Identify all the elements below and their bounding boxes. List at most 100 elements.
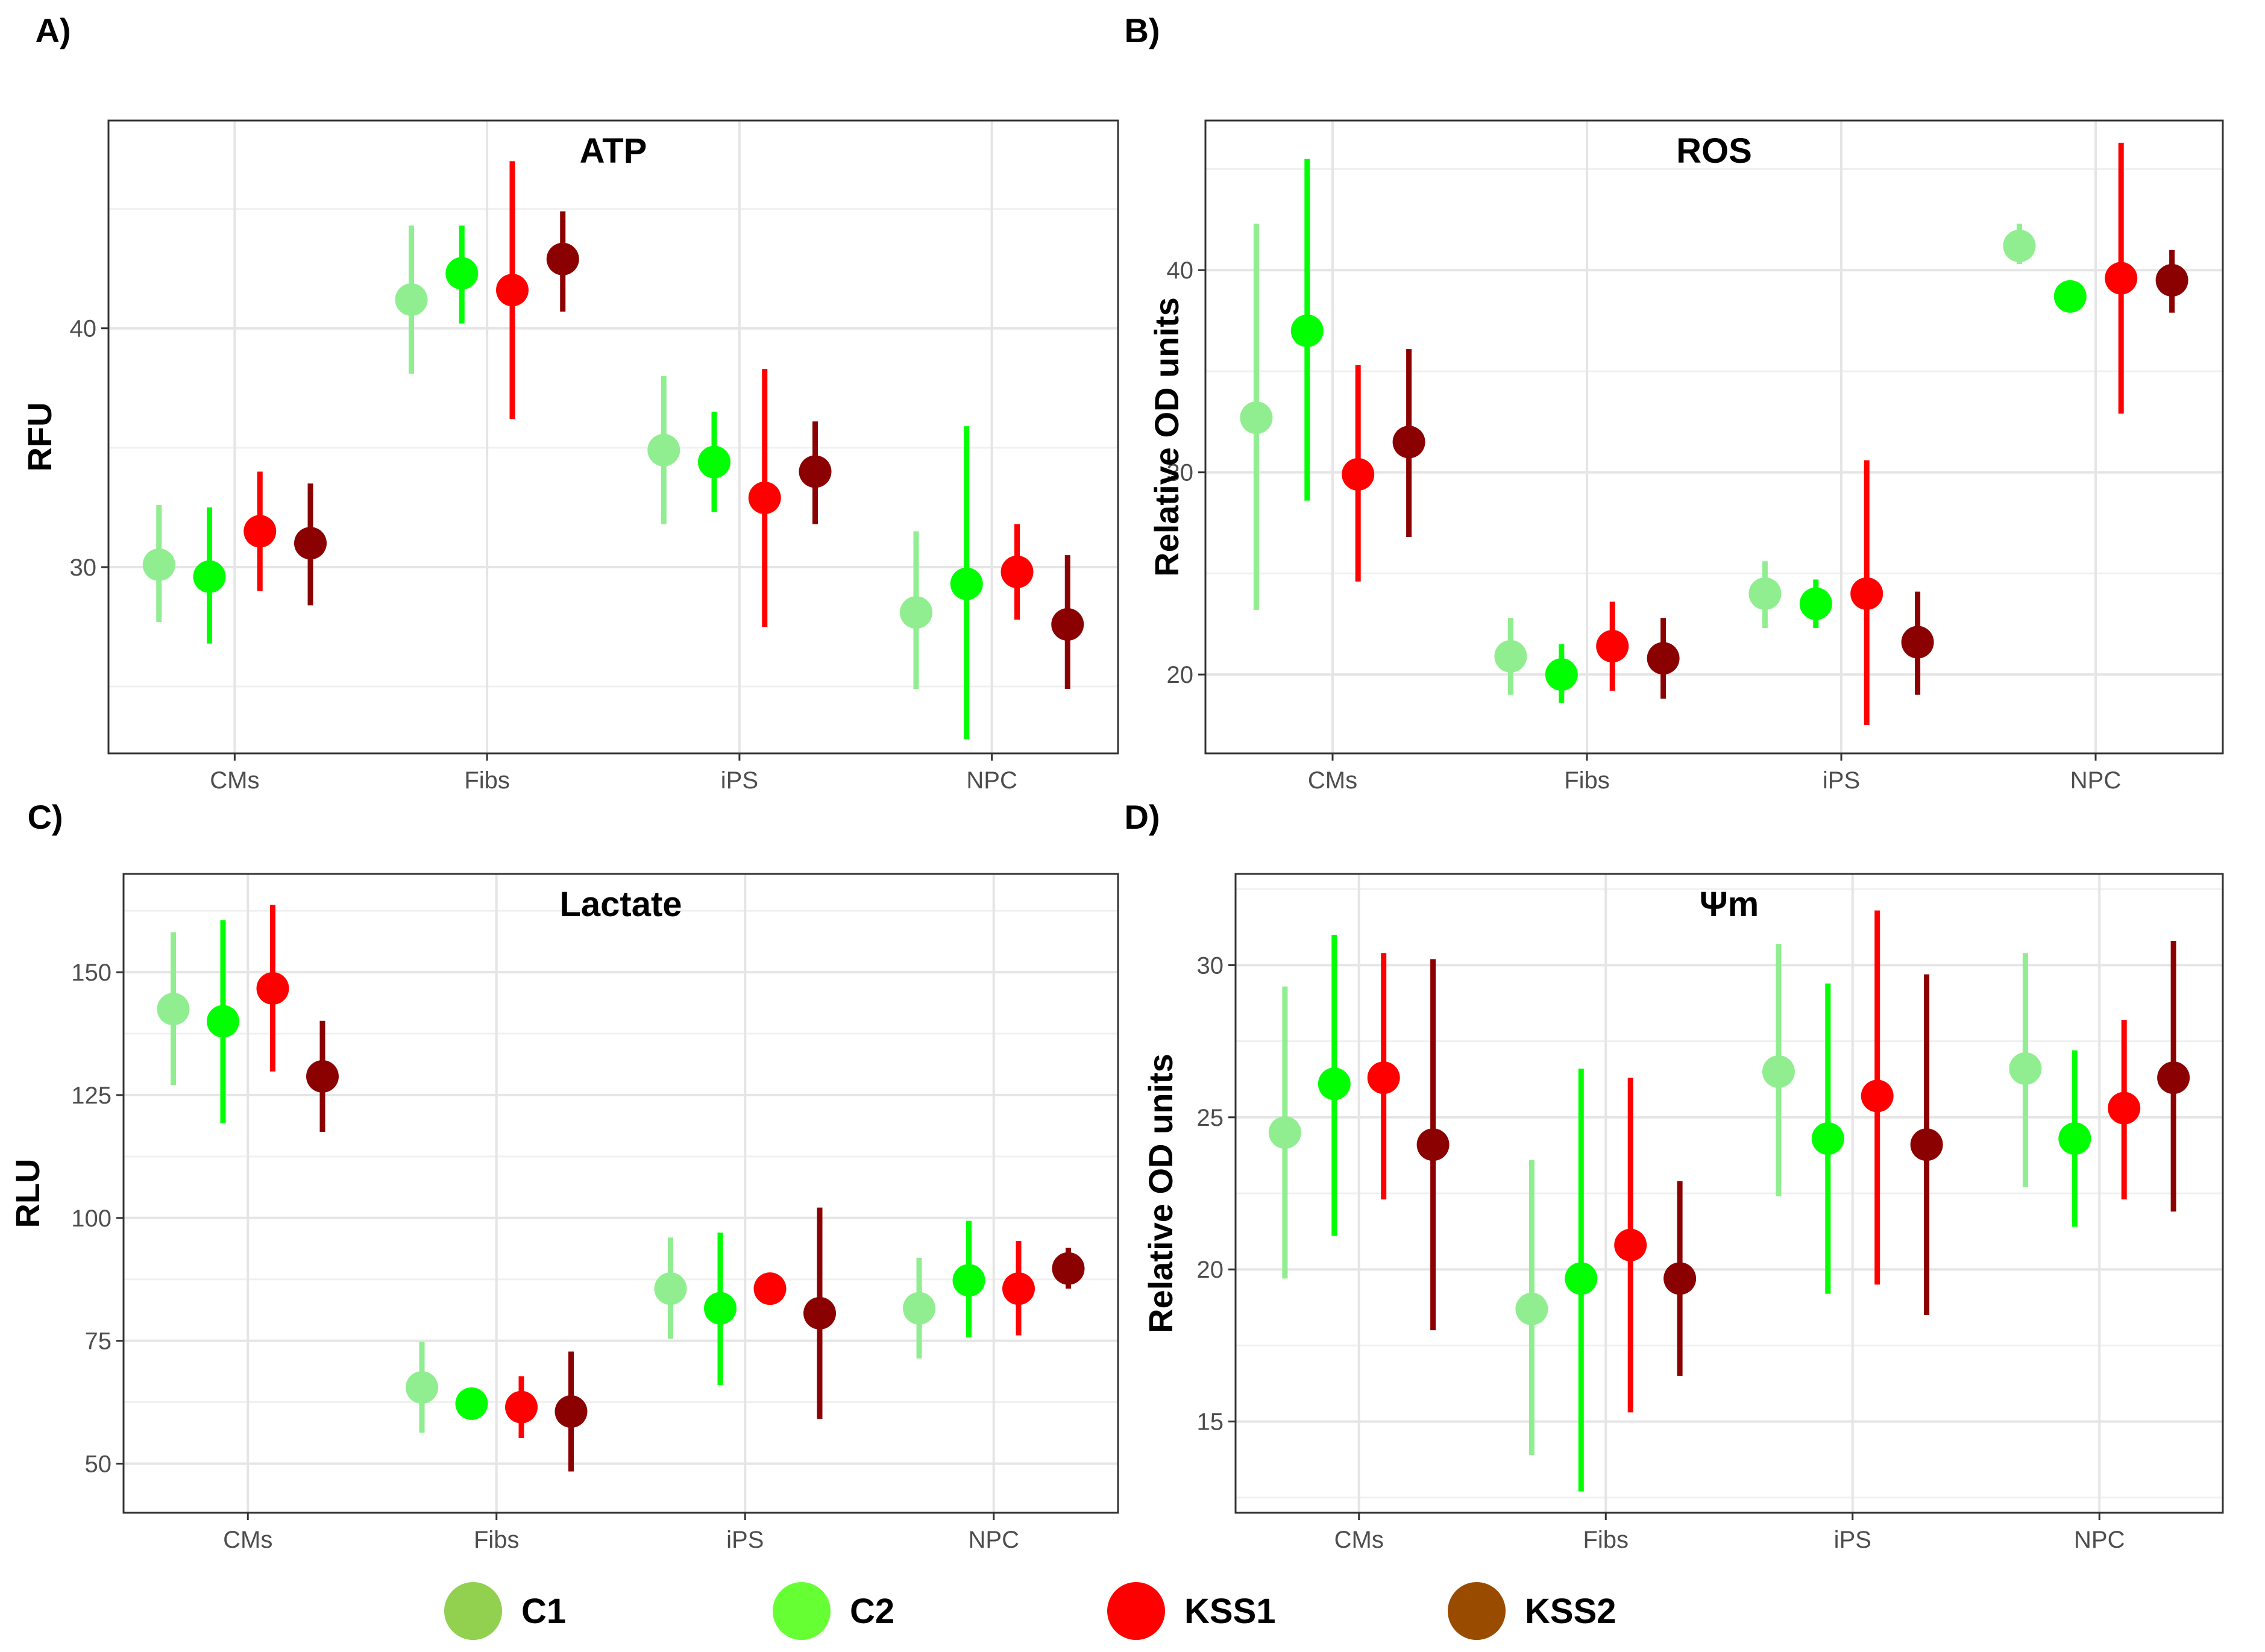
data-point <box>2105 262 2138 295</box>
data-point <box>2053 280 2087 313</box>
panel-lactate: 50 75 100 125 150 CMs Fibs iPS NPC Lactate C) RLU <box>8 798 1119 1553</box>
data-point <box>1901 626 1934 659</box>
data-point <box>256 972 289 1005</box>
legend-swatch <box>1107 1582 1165 1640</box>
y-tick-label: 20 <box>1167 662 1194 688</box>
legend-swatch <box>1448 1582 1506 1640</box>
plot-background <box>124 874 1118 1513</box>
data-point <box>294 527 327 560</box>
x-tick-label: iPS <box>726 1527 764 1553</box>
data-point <box>1240 401 1273 435</box>
panel-border <box>107 119 1119 755</box>
legend-item-c1: C1 <box>444 1582 566 1640</box>
data-point <box>1799 587 1832 620</box>
x-tick-label: CMs <box>1334 1527 1384 1553</box>
y-tick-label: 40 <box>1167 257 1194 284</box>
series-c1 <box>1240 224 2036 695</box>
data-point <box>1545 658 1578 691</box>
series-c1 <box>1268 944 2042 1456</box>
panel-border <box>1234 873 2224 1514</box>
panel-border <box>1204 119 2224 755</box>
panel-letter: A) <box>35 11 71 49</box>
panel-title: ROS <box>1676 131 1752 171</box>
y-axis-label: RLU <box>8 1158 46 1228</box>
y-axis-label: Relative OD units <box>1142 1054 1180 1333</box>
series-kss1 <box>243 161 1034 627</box>
x-tick-label: CMs <box>223 1527 272 1553</box>
y-tick-label: 40 <box>70 316 97 342</box>
series-c1 <box>142 225 932 689</box>
data-point <box>799 455 832 488</box>
data-point <box>952 1264 985 1297</box>
panel-title: Ψm <box>1700 885 1759 924</box>
series-c2 <box>1290 159 2087 703</box>
panel-border <box>122 873 1119 1514</box>
data-point <box>546 242 579 275</box>
panel-title: ATP <box>580 131 647 171</box>
panel-ros: 20 30 40 CMs Fibs iPS NPC ROS B) Relative OD unit… <box>1124 11 2224 794</box>
x-tick-label: CMs <box>1308 767 1357 794</box>
x-tick-label: iPS <box>1823 767 1860 794</box>
data-point <box>1762 1055 1795 1088</box>
legend-swatch <box>444 1582 502 1640</box>
x-tick-label: NPC <box>966 767 1017 794</box>
legend-item-kss1: KSS1 <box>1107 1582 1276 1640</box>
legend-label: C1 <box>521 1592 566 1631</box>
y-tick-label: 125 <box>71 1082 112 1109</box>
x-tick-label: iPS <box>1834 1527 1871 1553</box>
y-tick-label: 100 <box>71 1205 112 1232</box>
data-point <box>654 1272 687 1305</box>
x-tick-label: Fibs <box>464 767 510 794</box>
series-kss2 <box>1416 941 2190 1376</box>
data-point <box>1647 642 1680 675</box>
series-kss2 <box>1392 250 2188 699</box>
data-point <box>2157 1061 2190 1095</box>
data-point <box>1051 608 1084 641</box>
panel-atp: 30 40 CMs Fibs iPS NPC ATP A) RFU <box>20 11 1119 794</box>
data-point <box>900 596 932 629</box>
data-point <box>1663 1262 1697 1295</box>
data-point <box>1392 426 1425 459</box>
data-point <box>1565 1262 1598 1295</box>
data-point <box>1318 1067 1351 1101</box>
data-point <box>1290 314 1324 347</box>
data-point <box>704 1292 737 1325</box>
data-point <box>1850 577 1883 610</box>
data-point <box>2009 1052 2042 1085</box>
legend: C1 C2 KSS1 KSS2 <box>444 1582 1616 1640</box>
data-point <box>1494 639 1527 673</box>
data-point <box>950 567 983 600</box>
x-tick-label: Fibs <box>1583 1527 1629 1553</box>
x-tick-label: Fibs <box>474 1527 520 1553</box>
x-tick-label: NPC <box>969 1527 1019 1553</box>
y-tick-label: 30 <box>70 554 97 581</box>
data-point <box>2058 1122 2091 1155</box>
data-point <box>445 257 479 290</box>
data-point <box>455 1387 488 1420</box>
data-point <box>1268 1116 1301 1149</box>
legend-item-kss2: KSS2 <box>1448 1582 1616 1640</box>
panel-title: Lactate <box>559 885 682 924</box>
data-point <box>1910 1128 1943 1161</box>
legend-label: C2 <box>850 1592 894 1631</box>
y-tick-label: 75 <box>85 1328 112 1355</box>
y-tick-label: 25 <box>1197 1105 1224 1131</box>
series-c2 <box>1318 934 2091 1492</box>
plot-background <box>108 121 1118 753</box>
panel-letter: B) <box>1124 11 1160 49</box>
data-point <box>1001 555 1034 588</box>
x-tick-label: Fibs <box>1564 767 1610 794</box>
x-tick-label: iPS <box>721 767 758 794</box>
data-point <box>1002 1272 1035 1305</box>
series-kss2 <box>294 211 1084 689</box>
data-point <box>496 274 529 307</box>
series-c1 <box>157 932 935 1433</box>
panel-letter: D) <box>1124 798 1160 836</box>
data-point <box>1811 1122 1844 1155</box>
data-point <box>2155 264 2188 297</box>
series-kss2 <box>306 1020 1085 1472</box>
panel-letter: C) <box>27 798 63 836</box>
data-point <box>207 1005 239 1038</box>
y-tick-label: 15 <box>1197 1409 1224 1436</box>
legend-label: KSS1 <box>1184 1592 1276 1631</box>
